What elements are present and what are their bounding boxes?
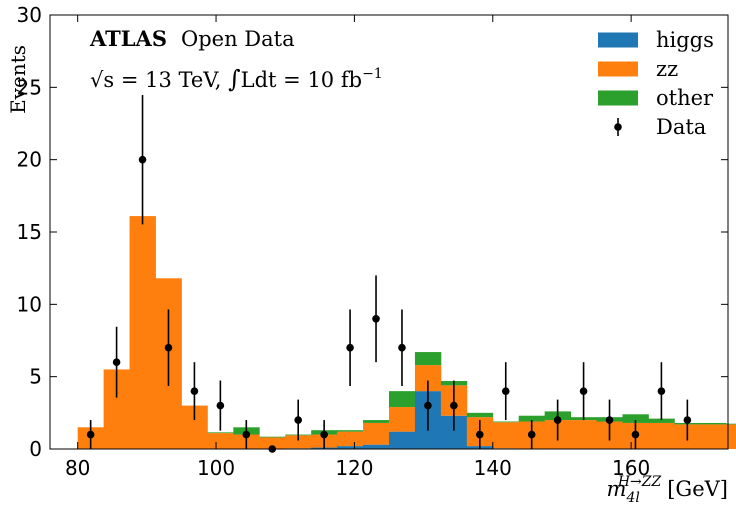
bar-zz <box>129 216 156 449</box>
luminosity-exponent: −1 <box>362 66 383 82</box>
x-axis-label: m4lH→ZZ [GeV] <box>607 474 728 506</box>
data-point <box>190 387 199 395</box>
legend-label-higgs: higgs <box>656 28 714 52</box>
bar-higgs <box>389 431 416 449</box>
bar-zz <box>492 422 520 449</box>
stacked-bars <box>77 216 736 449</box>
x-axis-label-main: m <box>607 477 627 501</box>
bar-zz <box>337 431 364 447</box>
x-axis-label-unit: [GeV] <box>667 477 728 501</box>
y-tick-label: 0 <box>29 437 42 461</box>
data-point <box>605 416 614 424</box>
bar-zz <box>207 433 234 449</box>
integral-symbol: ∫ <box>228 65 241 93</box>
data-points-layer <box>86 94 692 453</box>
x-tick-label: 80 <box>65 456 90 480</box>
legend-label-data: Data <box>656 115 706 139</box>
x-axis-label-superscript: H→ZZ <box>617 474 662 490</box>
y-tick-label: 15 <box>17 220 42 244</box>
x-tick-label: 120 <box>335 456 373 480</box>
bar-other <box>414 352 442 366</box>
data-point <box>138 155 147 164</box>
data-point <box>372 315 380 323</box>
x-tick-label: 100 <box>197 456 235 480</box>
data-point <box>579 387 588 395</box>
data-point <box>424 401 432 410</box>
y-tick-label: 5 <box>29 365 42 389</box>
data-point <box>398 343 406 352</box>
y-tick-label: 10 <box>17 292 42 316</box>
legend-label-other: other <box>656 86 714 110</box>
data-point <box>476 430 484 439</box>
data-point <box>112 358 121 367</box>
bar-zz <box>726 424 736 449</box>
data-point <box>631 430 640 439</box>
legend-swatch-zz <box>598 61 638 77</box>
bar-zz <box>570 420 597 449</box>
bar-higgs <box>363 444 390 449</box>
data-point <box>216 401 225 410</box>
annotation-line-1: ATLAS Open Data <box>89 26 295 51</box>
x-axis-label-subscript: 4l <box>625 490 639 506</box>
bar-zz <box>259 437 286 449</box>
bar-other <box>389 391 416 408</box>
x-tick-label: 160 <box>612 456 650 480</box>
data-point <box>657 387 666 395</box>
bar-zz <box>389 407 416 432</box>
data-point <box>320 430 328 439</box>
y-axis-label: Events <box>6 45 30 114</box>
bar-zz <box>285 435 312 449</box>
bar-other <box>726 423 736 425</box>
data-point <box>346 343 354 352</box>
bar-other <box>207 432 234 434</box>
data-point <box>86 430 95 439</box>
bar-other <box>259 436 286 438</box>
bar-other <box>700 422 727 425</box>
data-point <box>501 387 510 395</box>
bar-other <box>466 412 494 418</box>
data-point <box>294 416 302 424</box>
energy-label: √s = 13 TeV, <box>90 68 228 92</box>
bar-other <box>648 418 675 423</box>
luminosity-label: Ldt = 10 fb <box>241 68 362 92</box>
legend: higgs zz other Data <box>598 28 714 139</box>
bar-other <box>363 420 390 423</box>
legend-label-zz: zz <box>656 57 678 81</box>
data-point <box>242 430 251 439</box>
bar-other <box>622 414 649 423</box>
bar-zz <box>700 424 727 449</box>
annotation-line-2: √s = 13 TeV, ∫Ldt = 10 fb−1 <box>90 65 383 93</box>
bar-other <box>337 430 364 432</box>
legend-data-marker <box>614 123 622 131</box>
legend-swatch-other <box>598 90 638 106</box>
bar-zz <box>363 422 390 445</box>
y-tick-label: 30 <box>17 3 42 27</box>
bar-other <box>492 421 520 423</box>
axis-ticks: 80 100 120 140 160 0 5 10 15 20 25 30 <box>17 3 728 480</box>
bar-zz <box>648 422 675 449</box>
y-tick-label: 20 <box>17 148 42 172</box>
experiment-label: ATLAS <box>89 26 167 51</box>
data-point <box>450 401 458 410</box>
data-point <box>527 430 536 439</box>
experiment-subtitle: Open Data <box>181 27 295 51</box>
data-point <box>553 416 562 424</box>
legend-swatch-higgs <box>598 32 638 48</box>
bar-other <box>518 415 546 422</box>
data-point <box>683 416 692 424</box>
x-tick-label: 140 <box>474 456 512 480</box>
bar-higgs <box>337 446 364 449</box>
y-tick-label: 25 <box>17 75 42 99</box>
data-point <box>164 343 173 352</box>
